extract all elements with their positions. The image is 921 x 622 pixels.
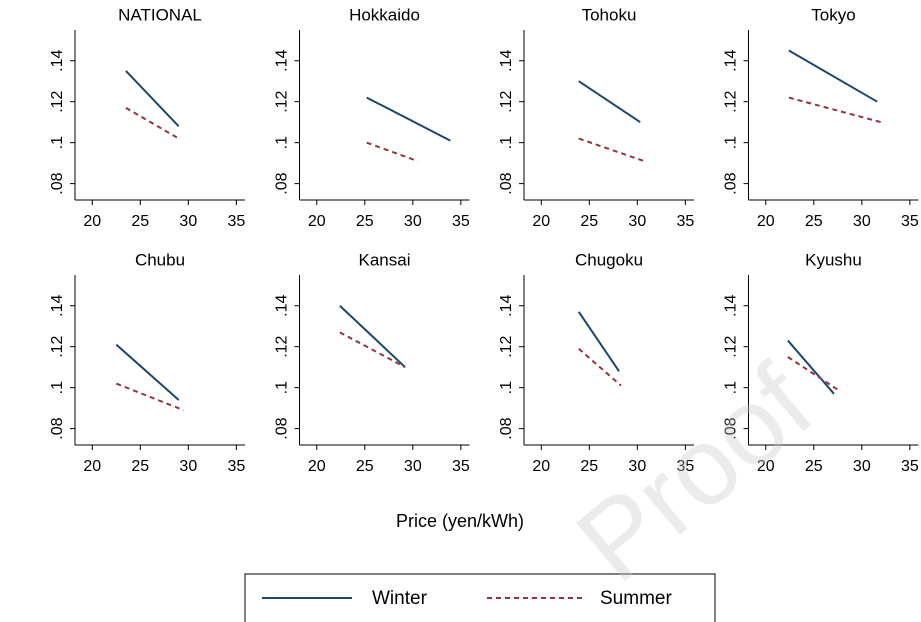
series-line xyxy=(577,311,620,372)
y-tick-label: .08 xyxy=(274,417,291,439)
series-line xyxy=(366,96,451,142)
x-tick-label: 35 xyxy=(676,458,694,475)
y-tick-label: .08 xyxy=(274,172,291,194)
x-tick-label: 35 xyxy=(452,213,470,230)
x-tick-label: 20 xyxy=(757,458,775,475)
y-tick-label: .14 xyxy=(498,50,515,72)
panel-title: Hokkaido xyxy=(349,5,420,24)
x-tick-label: 30 xyxy=(179,213,197,230)
panel-title: Chubu xyxy=(135,250,185,269)
y-tick-label: .08 xyxy=(49,417,66,439)
x-axis-label: Price (yen/kWh) xyxy=(396,511,524,531)
y-tick-label: .14 xyxy=(498,295,515,317)
y-tick-label: .14 xyxy=(723,295,740,317)
panel-title: Kyushu xyxy=(805,250,862,269)
y-tick-label: .14 xyxy=(49,50,66,72)
x-tick-label: 20 xyxy=(83,213,101,230)
x-tick-label: 35 xyxy=(901,458,919,475)
y-tick-label: .12 xyxy=(498,335,515,357)
y-tick-label: .08 xyxy=(49,172,66,194)
panel-title: Kansai xyxy=(359,250,411,269)
x-tick-label: 25 xyxy=(805,213,823,230)
x-tick-label: 25 xyxy=(356,458,374,475)
legend-label: Winter xyxy=(372,588,428,609)
y-tick-label: .12 xyxy=(723,335,740,357)
y-tick-label: .12 xyxy=(274,335,291,357)
x-tick-label: 20 xyxy=(308,458,326,475)
series-line xyxy=(787,356,839,391)
y-tick-label: .1 xyxy=(723,136,740,149)
y-tick-label: .1 xyxy=(498,136,515,149)
x-tick-label: 30 xyxy=(853,213,871,230)
y-tick-label: .1 xyxy=(49,381,66,394)
series-line xyxy=(366,141,418,163)
y-tick-label: .08 xyxy=(723,417,740,439)
y-tick-label: .1 xyxy=(723,381,740,394)
x-tick-label: 35 xyxy=(452,458,470,475)
legend-label: Summer xyxy=(600,588,672,609)
series-line xyxy=(125,70,180,127)
y-tick-label: .12 xyxy=(274,90,291,112)
panel-title: Tohoku xyxy=(582,5,637,24)
series-line xyxy=(115,382,184,412)
x-tick-label: 25 xyxy=(580,213,598,230)
y-tick-label: .14 xyxy=(274,295,291,317)
x-tick-label: 35 xyxy=(676,213,694,230)
x-tick-label: 30 xyxy=(628,213,646,230)
series-line xyxy=(787,339,835,395)
panel-title: NATIONAL xyxy=(118,5,202,24)
x-tick-label: 30 xyxy=(628,458,646,475)
y-tick-label: .08 xyxy=(723,172,740,194)
x-tick-label: 20 xyxy=(83,458,101,475)
x-tick-label: 25 xyxy=(131,458,149,475)
x-tick-label: 30 xyxy=(404,213,422,230)
x-tick-label: 20 xyxy=(532,458,550,475)
y-tick-label: .08 xyxy=(498,172,515,194)
x-tick-label: 30 xyxy=(853,458,871,475)
x-tick-label: 20 xyxy=(532,213,550,230)
series-line xyxy=(115,343,180,401)
y-tick-label: .14 xyxy=(49,295,66,317)
x-tick-label: 35 xyxy=(227,458,245,475)
panel-title: Tokyo xyxy=(811,5,855,24)
series-line xyxy=(788,49,878,103)
x-tick-label: 25 xyxy=(131,213,149,230)
y-tick-label: .12 xyxy=(498,90,515,112)
y-tick-label: .12 xyxy=(49,335,66,357)
series-line xyxy=(578,80,641,124)
x-tick-label: 25 xyxy=(580,458,598,475)
x-tick-label: 35 xyxy=(901,213,919,230)
y-tick-label: .14 xyxy=(723,50,740,72)
y-tick-label: .12 xyxy=(723,90,740,112)
x-tick-label: 35 xyxy=(227,213,245,230)
panel-title: Chugoku xyxy=(575,250,643,269)
y-tick-label: .12 xyxy=(49,90,66,112)
series-line xyxy=(339,304,406,368)
y-tick-label: .14 xyxy=(274,50,291,72)
x-tick-label: 25 xyxy=(356,213,374,230)
x-tick-label: 30 xyxy=(404,458,422,475)
series-line xyxy=(339,331,406,369)
series-line xyxy=(578,137,645,163)
series-line xyxy=(578,347,622,387)
series-line xyxy=(788,96,882,124)
x-tick-label: 20 xyxy=(757,213,775,230)
y-tick-label: .1 xyxy=(49,136,66,149)
x-tick-label: 25 xyxy=(805,458,823,475)
y-tick-label: .1 xyxy=(498,381,515,394)
x-tick-label: 30 xyxy=(179,458,197,475)
x-tick-label: 20 xyxy=(308,213,326,230)
y-tick-label: .08 xyxy=(498,417,515,439)
y-tick-label: .1 xyxy=(274,136,291,149)
series-line xyxy=(125,106,180,140)
y-tick-label: .1 xyxy=(274,381,291,394)
